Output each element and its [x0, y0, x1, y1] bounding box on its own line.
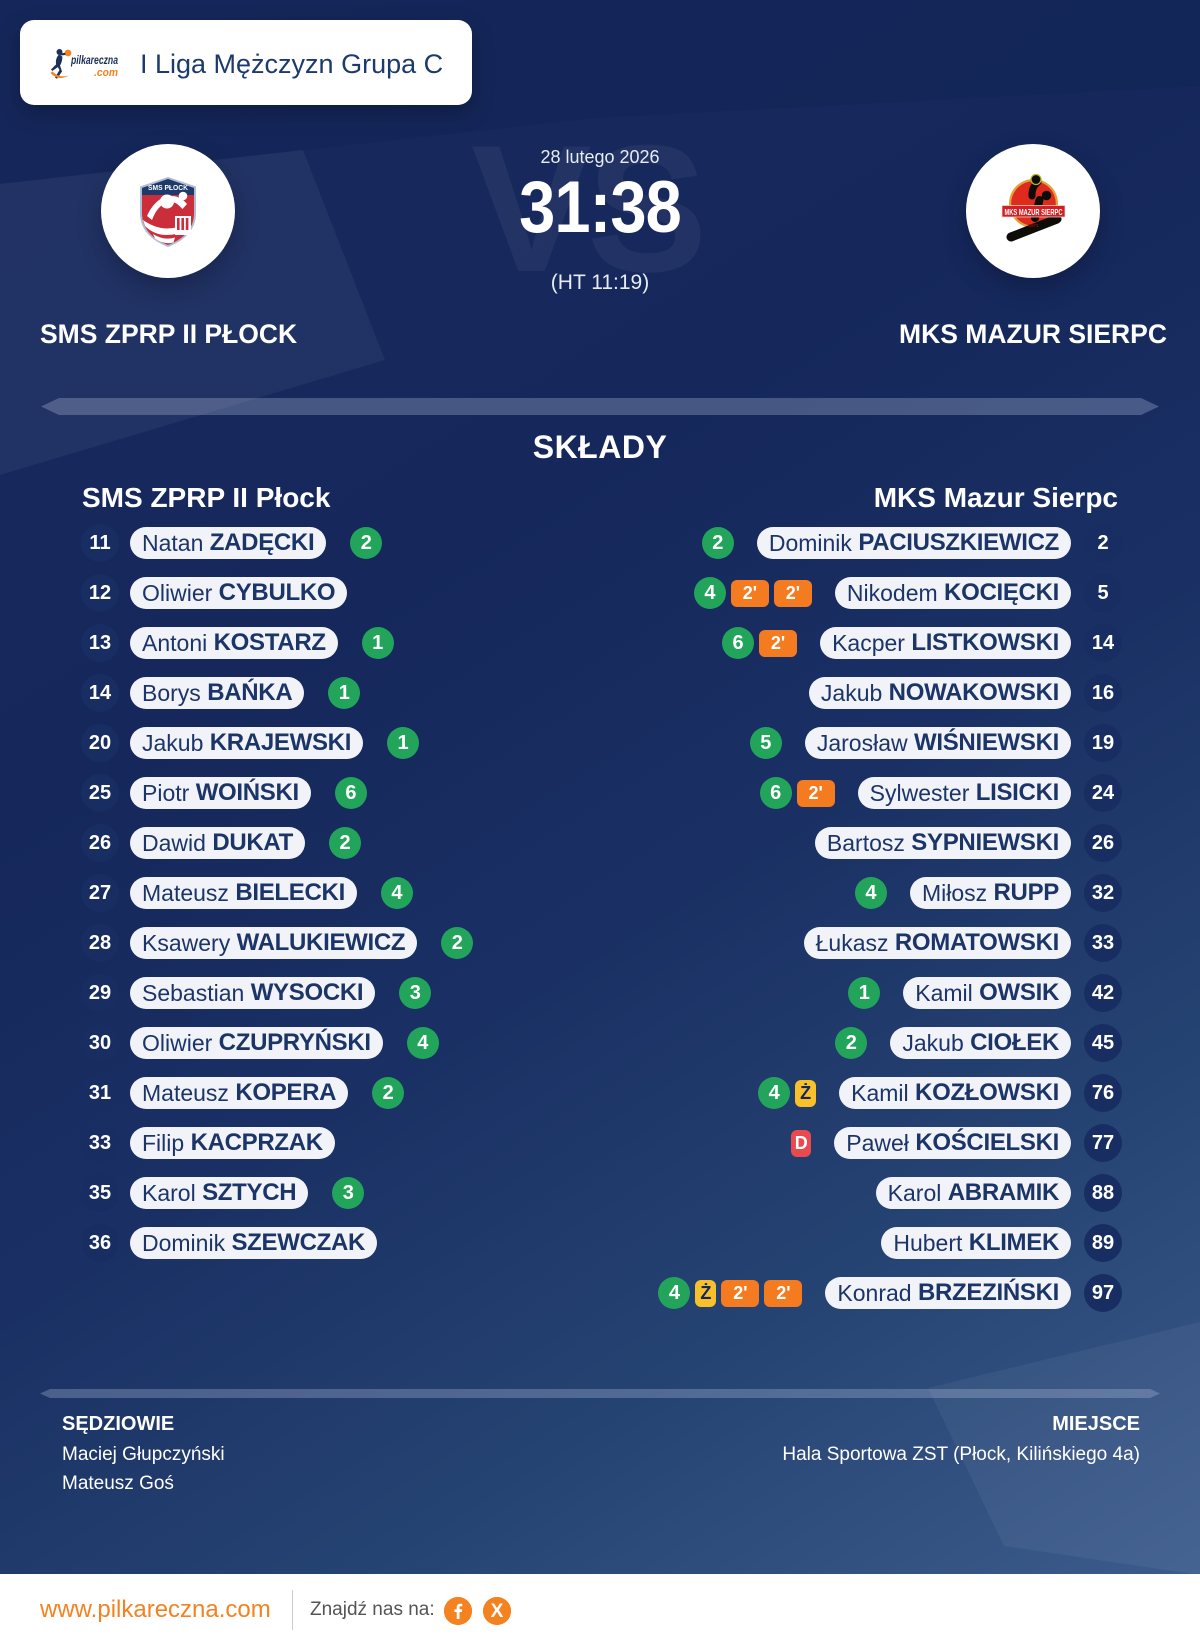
svg-text:.com: .com [94, 67, 118, 79]
svg-text:SMS PŁOCK: SMS PŁOCK [148, 185, 188, 192]
svg-text:MKS MAZUR SIERPC: MKS MAZUR SIERPC [1005, 207, 1063, 217]
svg-text:1971: 1971 [1028, 223, 1039, 228]
svg-text:pilkareczna: pilkareczna [70, 55, 118, 67]
svg-text:X: X [490, 1601, 503, 1622]
